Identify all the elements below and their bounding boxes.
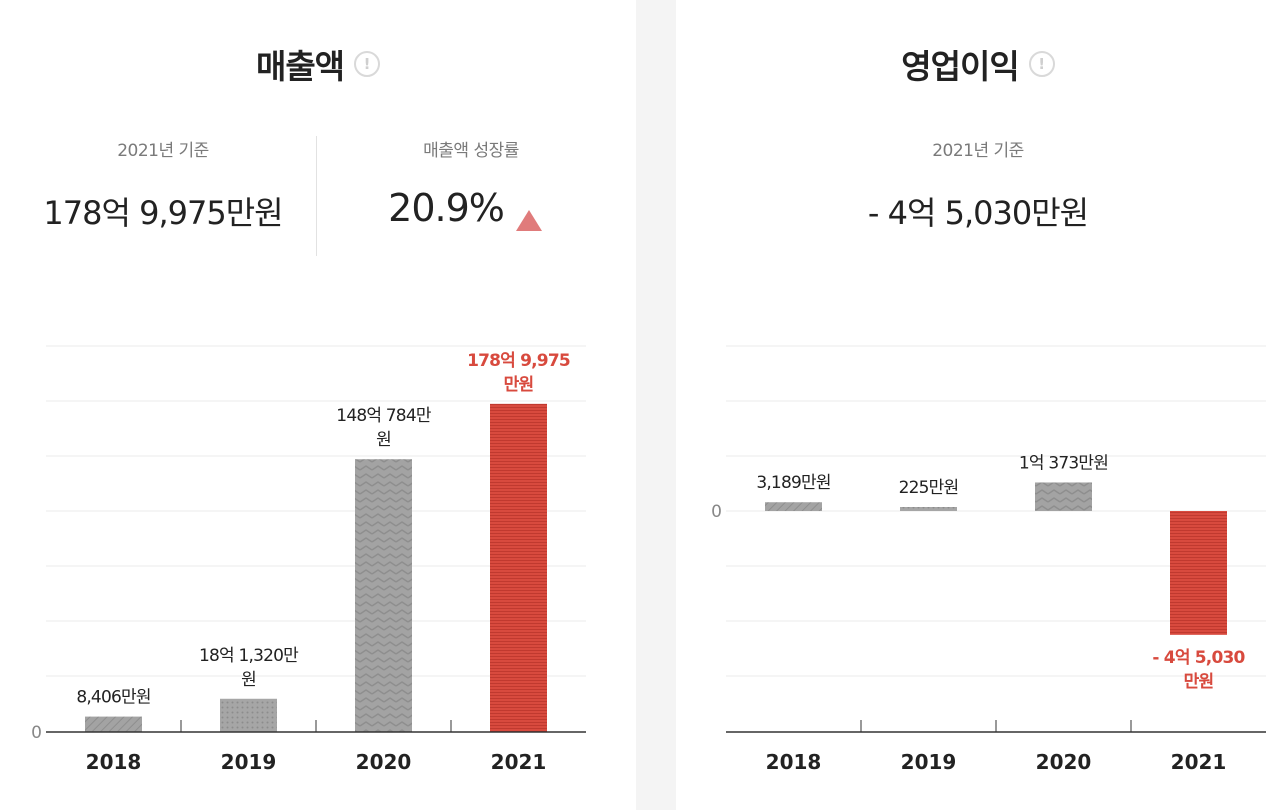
- data-label-2019: 18억 1,320만: [199, 646, 299, 666]
- x-tick-label-2021: 2021: [1171, 750, 1227, 774]
- bar-2018: [765, 502, 822, 511]
- growth-up-arrow-icon: [516, 210, 542, 231]
- x-tick-label-2020: 2020: [1036, 750, 1092, 774]
- x-tick-label-2021: 2021: [491, 750, 547, 774]
- revenue-basis-value: 178억 9,975만원: [43, 194, 283, 232]
- data-label-2021: 만원: [504, 375, 534, 395]
- bar-2021: [490, 403, 547, 732]
- data-label-2021: 만원: [1184, 672, 1214, 692]
- operating-profit-basis-value: - 4억 5,030만원: [867, 194, 1089, 232]
- revenue-basis-label: 2021년 기준: [117, 141, 209, 161]
- data-label-2020: 1억 373만원: [1019, 453, 1108, 473]
- growth-rate-label: 매출액 성장률: [423, 141, 519, 161]
- revenue-panel: 매출액! 2021년 기준 178억 9,975만원 매출액 성장률 20.9%…: [0, 0, 636, 810]
- data-label-2019: 225만원: [899, 478, 959, 498]
- operating-profit-basis-label: 2021년 기준: [932, 141, 1024, 161]
- x-tick-label-2018: 2018: [766, 750, 822, 774]
- zero-tick-label: 0: [711, 502, 722, 522]
- operating-profit-bar-chart: 0 3,189만원 2018 225만원 2019 1억 373만원 2020 - 4억 5,…: [711, 345, 1266, 774]
- bar-2019: [220, 698, 277, 732]
- revenue-title-row: 매출액!: [0, 40, 636, 90]
- operating-profit-title: 영업이익: [901, 47, 1019, 86]
- operating-profit-title-row: 영업이익!: [676, 40, 1280, 90]
- bar-2020: [355, 459, 412, 732]
- revenue-title: 매출액: [255, 47, 345, 86]
- bar-2019: [900, 507, 957, 511]
- info-icon[interactable]: !: [1028, 51, 1055, 77]
- x-tick-label-2018: 2018: [86, 750, 142, 774]
- bar-2021: [1170, 511, 1227, 635]
- bar-2020: [1035, 482, 1092, 511]
- x-tick-label-2020: 2020: [356, 750, 412, 774]
- operating-profit-panel: 영업이익! 2021년 기준 - 4억 5,030만원 0 3,189만원 2018…: [676, 0, 1280, 810]
- data-label-2020: 148억 784만: [336, 406, 432, 426]
- bar-2018: [85, 716, 142, 732]
- data-label-2018: 8,406만원: [76, 688, 150, 708]
- x-tick-label-2019: 2019: [901, 750, 957, 774]
- info-icon[interactable]: !: [354, 51, 381, 77]
- x-tick-label-2019: 2019: [221, 750, 277, 774]
- data-label-2021: - 4억 5,030: [1152, 648, 1245, 668]
- data-label-2021: 178억 9,975: [467, 351, 570, 371]
- data-label-2020: 원: [376, 430, 391, 450]
- data-label-2018: 3,189만원: [756, 473, 830, 493]
- data-label-2019: 원: [241, 670, 256, 690]
- zero-tick-label: 0: [31, 723, 42, 743]
- stat-divider: [316, 136, 317, 256]
- growth-rate-value: 20.9%: [388, 186, 505, 230]
